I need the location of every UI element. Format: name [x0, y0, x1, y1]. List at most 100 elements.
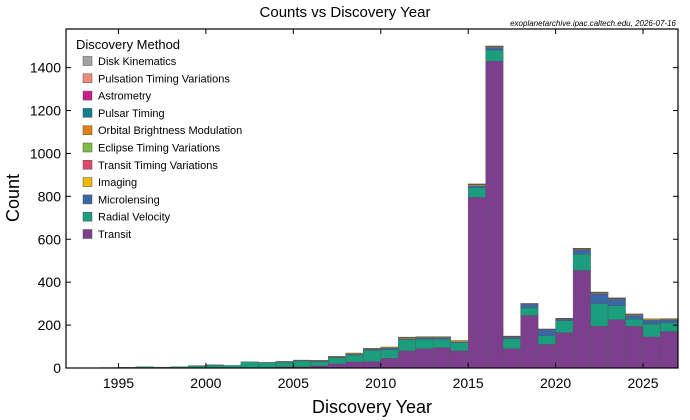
bar-segment — [275, 362, 294, 368]
x-axis-label: Discovery Year — [312, 397, 432, 417]
bar-segment — [398, 339, 416, 352]
legend-swatch — [82, 211, 93, 222]
legend-label: Orbital Brightness Modulation — [98, 125, 242, 137]
bar-segment — [328, 356, 346, 358]
bar-segment — [328, 357, 346, 364]
bar-segment — [502, 338, 521, 349]
bar-segment — [502, 348, 521, 369]
bar-segment — [590, 293, 609, 304]
bar-segment — [380, 358, 399, 369]
bar-segment — [450, 342, 469, 352]
legend-label: Pulsation Timing Variations — [98, 73, 230, 85]
bar-segment — [537, 335, 556, 345]
legend-label: Microlensing — [98, 194, 160, 206]
legend-swatch — [82, 160, 93, 170]
bar-segment — [467, 185, 486, 188]
x-tick-label: 2000 — [190, 375, 221, 391]
bars-layer — [65, 45, 679, 369]
bar-segment — [433, 347, 451, 369]
bar-segment — [363, 361, 381, 369]
legend-swatch — [82, 90, 93, 101]
x-tick-label: 2015 — [453, 375, 484, 391]
bar-segment — [607, 305, 626, 320]
y-tick-label: 0 — [53, 360, 61, 376]
y-tick-label: 1400 — [30, 60, 61, 76]
legend-swatch — [82, 56, 93, 66]
bar-segment — [380, 347, 399, 350]
bar-segment — [240, 361, 259, 368]
bar-segment — [607, 299, 626, 306]
bar-segment — [660, 322, 679, 332]
bar-segment — [660, 319, 679, 323]
bar-segment — [363, 350, 381, 362]
bar-segment — [555, 318, 574, 321]
legend-swatch — [82, 229, 93, 239]
legend-label: Transit Timing Variations — [98, 160, 218, 172]
bar-segment — [607, 319, 626, 369]
bar-segment — [520, 315, 539, 369]
y-tick-label: 1200 — [30, 103, 61, 119]
chart-credit: exoplanetarchive.ipac.caltech.edu, 2026-… — [510, 19, 676, 28]
bar-segment — [642, 319, 661, 325]
legend-label: Radial Velocity — [98, 212, 171, 224]
chart-title: Counts vs Discovery Year — [260, 4, 431, 21]
legend-swatch — [82, 125, 93, 135]
bar-segment — [485, 47, 504, 51]
y-tick-label: 600 — [38, 231, 62, 247]
legend-label: Transit — [98, 229, 131, 241]
bar-segment — [590, 303, 609, 327]
bar-segment — [415, 348, 434, 369]
legend-swatch — [82, 194, 93, 205]
legend-swatch — [82, 73, 93, 84]
x-tick-label: 2005 — [278, 375, 309, 391]
bar-segment — [380, 349, 399, 359]
y-axis-label: Count — [3, 174, 23, 222]
y-tick-label: 400 — [38, 274, 62, 290]
bar-segment — [520, 304, 539, 309]
bar-segment — [433, 338, 451, 348]
bar-segment — [642, 336, 661, 369]
bar-segment — [310, 361, 329, 367]
legend-label: Disk Kinematics — [98, 56, 177, 68]
bar-segment — [537, 329, 556, 337]
bar-segment — [467, 197, 486, 369]
bar-segment — [345, 354, 364, 363]
legend-swatch — [82, 142, 93, 153]
bar-segment — [555, 320, 574, 333]
legend-swatch — [82, 177, 93, 187]
bar-segment — [590, 325, 609, 369]
plot-frame — [65, 28, 679, 369]
x-tick-label: 2010 — [365, 375, 396, 391]
legend-label: Eclipse Timing Variations — [98, 143, 221, 155]
y-tick-label: 800 — [38, 188, 62, 204]
y-tick-label: 200 — [38, 317, 62, 333]
bar-segment — [660, 331, 679, 369]
legend-label: Pulsar Timing — [98, 108, 165, 120]
legend: Discovery Method Disk Kinematics Pulsatio… — [76, 37, 242, 241]
bar-segment — [415, 338, 434, 349]
x-tick-label: 2020 — [540, 375, 571, 391]
legend-title: Discovery Method — [76, 37, 180, 52]
bar-segment — [572, 249, 591, 255]
bar-segment — [485, 49, 504, 62]
bar-segment — [293, 360, 311, 368]
bar-segment — [555, 332, 574, 369]
bar-segment — [625, 319, 644, 327]
legend-label: Astrometry — [98, 91, 152, 103]
bar-segment — [345, 361, 364, 369]
ticks-layer: 1995 2000 2005 2010 2015 2020 2025 0 200 400 600 80… — [30, 29, 678, 391]
bar-segment — [415, 337, 434, 340]
bar-segment — [502, 336, 521, 340]
bar-segment — [258, 362, 277, 368]
bar-segment — [398, 350, 416, 369]
x-tick-label: 2025 — [627, 375, 658, 391]
bar-segment — [433, 337, 451, 340]
bar-segment — [572, 270, 591, 369]
bar-segment — [642, 323, 661, 338]
bar-segment — [572, 254, 591, 271]
y-tick-label: 1000 — [30, 145, 61, 161]
bar-segment — [485, 60, 504, 369]
bar-segment — [450, 350, 469, 369]
bar-segment — [537, 344, 556, 369]
